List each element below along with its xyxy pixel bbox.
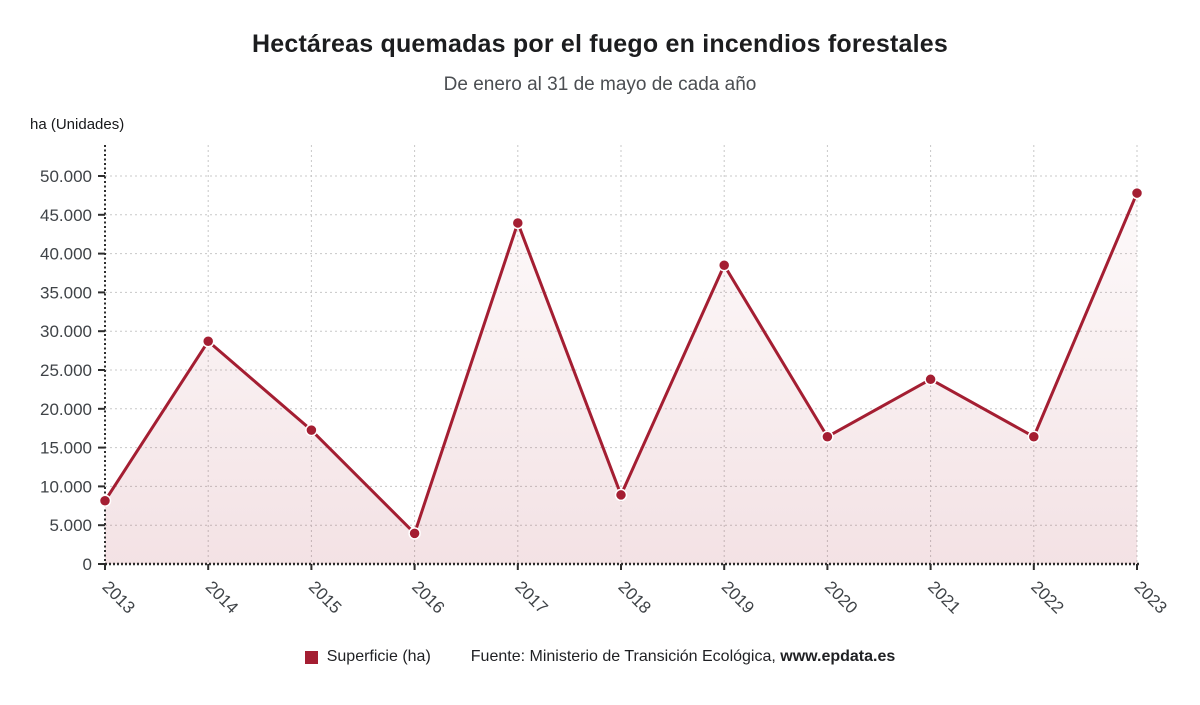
y-tick-label: 50.000 bbox=[40, 167, 92, 186]
y-tick-label: 15.000 bbox=[40, 439, 92, 458]
data-point-2022 bbox=[1027, 430, 1041, 443]
y-tick-label: 25.000 bbox=[40, 361, 92, 380]
data-point-2015 bbox=[305, 423, 318, 437]
area-line-chart: 0 5.000 10.000 15.000 20.000 25.000 30.000 35.0… bbox=[40, 145, 1171, 617]
y-tick-label: 45.000 bbox=[40, 206, 92, 225]
data-point-2016 bbox=[408, 527, 421, 540]
y-tick-label: 40.000 bbox=[40, 245, 92, 264]
chart-title: Hectáreas quemadas por el fuego en incen… bbox=[252, 30, 948, 58]
legend-swatch-icon bbox=[304, 650, 318, 664]
series-area-fill bbox=[105, 193, 1137, 564]
y-tick-label: 10.000 bbox=[40, 477, 92, 496]
x-tick-label: 2013 bbox=[99, 577, 139, 617]
data-point-2023 bbox=[1130, 186, 1144, 200]
chart-subtitle: De enero al 31 de mayo de cada año bbox=[443, 74, 757, 95]
data-point-2017 bbox=[511, 216, 525, 230]
x-tick-label: 2015 bbox=[305, 577, 345, 617]
y-tick-label: 5.000 bbox=[49, 516, 92, 535]
x-tick-label: 2023 bbox=[1131, 577, 1171, 617]
x-tick-label: 2017 bbox=[511, 577, 551, 617]
data-point-2021 bbox=[924, 373, 937, 386]
y-tick-label: 30.000 bbox=[40, 322, 92, 341]
data-point-2020 bbox=[821, 430, 834, 443]
x-tick-label: 2014 bbox=[202, 577, 242, 617]
x-tick-label: 2019 bbox=[718, 577, 758, 617]
x-tick-label: 2022 bbox=[1027, 577, 1067, 617]
x-tick-label: 2018 bbox=[615, 577, 655, 617]
y-tick-label: 20.000 bbox=[40, 400, 92, 419]
y-tick-label: 0 bbox=[83, 555, 92, 574]
y-tick-label: 35.000 bbox=[40, 283, 92, 302]
data-point-2018 bbox=[614, 488, 628, 502]
x-tick-label: 2020 bbox=[821, 577, 861, 617]
data-point-2019 bbox=[717, 258, 731, 272]
source-text: Fuente: Ministerio de Transición Ecológi… bbox=[470, 648, 781, 665]
x-tick-label: 2016 bbox=[408, 577, 448, 617]
legend-and-source-row: Superficie (ha) Fuente: Ministerio de Tr… bbox=[0, 648, 1200, 666]
data-point-2014 bbox=[201, 335, 215, 348]
source-line: Fuente: Ministerio de Transición Ecológi… bbox=[471, 648, 895, 666]
x-tick-label: 2021 bbox=[924, 577, 964, 617]
legend-label: Superficie (ha) bbox=[326, 648, 431, 665]
data-point-2013 bbox=[98, 494, 112, 508]
legend-item-superficie: Superficie (ha) bbox=[304, 648, 431, 666]
y-axis-unit-label: ha (Unidades) bbox=[30, 116, 125, 133]
source-site-link[interactable]: www.epdata.es bbox=[780, 648, 896, 665]
